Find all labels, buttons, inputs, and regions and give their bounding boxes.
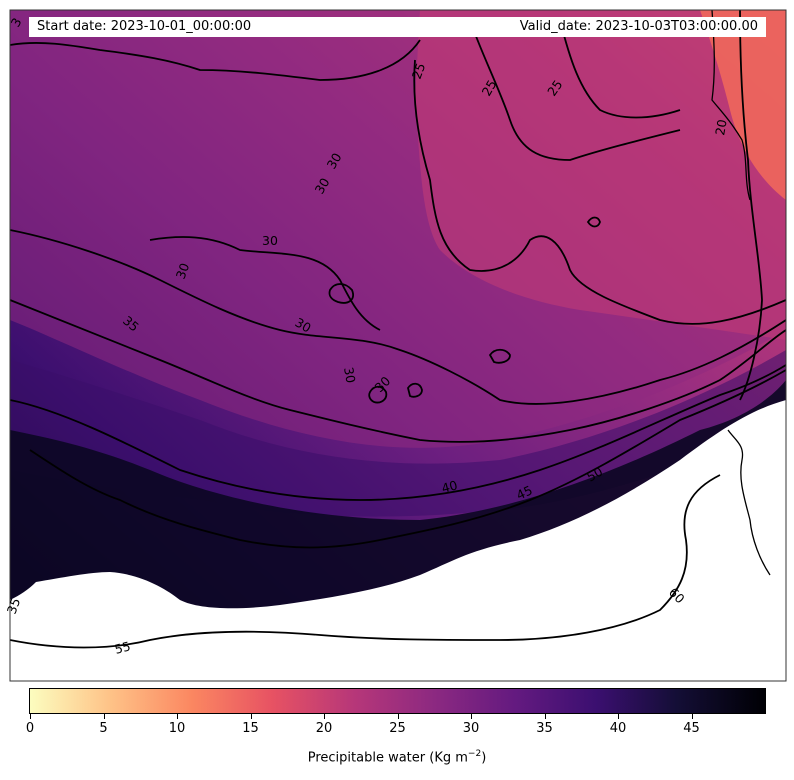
colorbar-tick: [324, 714, 325, 719]
colorbar-tick-label: 0: [25, 721, 35, 736]
colorbar-gradient: [30, 689, 765, 713]
colorbar-tick: [471, 714, 472, 719]
colorbar-tick: [691, 714, 693, 719]
contour-label: 25: [544, 77, 565, 99]
colorbar-tick-label: 45: [683, 721, 700, 736]
contour-lines: [10, 10, 786, 649]
contour-label: 30: [173, 261, 193, 281]
valid-date-label: Valid_date: 2023-10-03T03:00:00.00: [519, 19, 758, 34]
contour-label: 45: [514, 482, 535, 502]
colorbar-tick: [544, 714, 546, 719]
header-background: [29, 17, 766, 37]
contour-label: 20: [712, 118, 730, 136]
contour-label: 30: [262, 233, 278, 248]
map-frame: [9, 9, 787, 682]
contour-label: 35: [4, 596, 24, 616]
colorbar-tick-label: 20: [315, 721, 333, 736]
field-band-25: [415, 10, 786, 340]
colorbar-label-exponent: −2: [467, 749, 482, 759]
colorbar-tick-label: 5: [99, 721, 108, 736]
colorbar-tick: [250, 714, 252, 719]
colorbar-tick: [103, 714, 105, 719]
contour-label: 55: [113, 638, 132, 657]
contour-label: 50: [584, 464, 605, 485]
colorbar-tick: [618, 714, 619, 719]
nodata-region: [10, 400, 786, 681]
colorbar-tick-label: 25: [389, 721, 406, 736]
coastline: [711, 10, 771, 576]
contour-label: 40: [440, 477, 459, 496]
colorbar-tick-label: 40: [609, 721, 627, 736]
contour-label: 30: [293, 315, 314, 336]
field-band-40: [10, 350, 786, 517]
colorbar-tick-label: 30: [462, 721, 480, 736]
colorbar-tick: [397, 714, 399, 719]
colorbar-label-close: ): [481, 750, 487, 766]
colorbar: [29, 688, 766, 714]
colorbar-label-text: Precipitable water (Kg m: [307, 750, 468, 766]
contour-label: 25: [409, 61, 429, 81]
contour-label: 30: [324, 150, 345, 171]
colorbar-tick-label: 15: [242, 721, 259, 736]
colorbar-tick-label: 35: [536, 721, 553, 736]
contour-label: 30: [341, 366, 359, 384]
colorbar-tick-label: 10: [168, 721, 186, 736]
colorbar-tick: [30, 714, 31, 719]
colorbar-tick: [177, 714, 178, 719]
contour-label: 25: [479, 77, 500, 98]
start-date-label: Start date: 2023-10-01_00:00:00: [37, 19, 252, 34]
contour-label: 30: [312, 175, 333, 196]
colorbar-label: Precipitable water (Kg m−2): [0, 749, 794, 765]
